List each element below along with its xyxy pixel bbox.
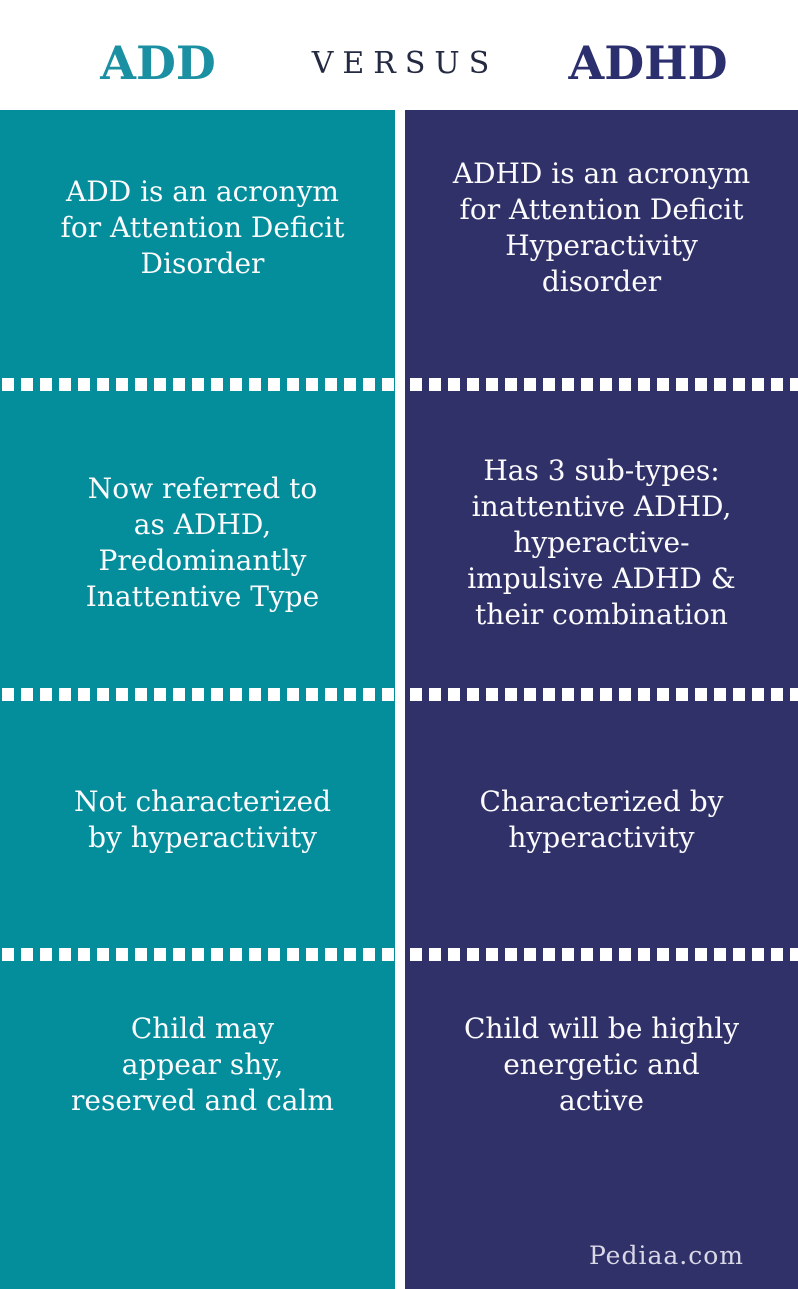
add-row-acronym: ADD is an acronym for Attention Deficit … (60, 174, 345, 280)
adhd-title: ADHD (568, 36, 728, 90)
header: ADD VERSUS ADHD (0, 0, 798, 110)
adhd-row-acronym: ADHD is an acronym for Attention Deficit… (452, 156, 751, 298)
add-row-child-behavior: Child may appear shy, reserved and calm (71, 1011, 334, 1117)
adhd-row-subtypes: Has 3 sub-types: inattentive ADHD, hyper… (467, 454, 736, 631)
add-column: ADD is an acronym for Attention Deficit … (0, 110, 395, 1289)
add-row-terminology: Now referred to as ADHD, Predominantly I… (85, 472, 320, 613)
adhd-row-child-behavior: Child will be highly energetic and activ… (463, 1011, 740, 1117)
adhd-row-hyperactivity: Characterized by hyperactivity (479, 785, 724, 854)
add-row-hyperactivity: Not characterized by hyperactivity (73, 785, 332, 854)
pediaa-watermark: Pediaa.com (588, 1241, 744, 1270)
add-title: ADD (100, 36, 216, 90)
versus-label: VERSUS (311, 46, 499, 81)
adhd-column: ADHD is an acronym for Attention Deficit… (405, 110, 798, 1289)
